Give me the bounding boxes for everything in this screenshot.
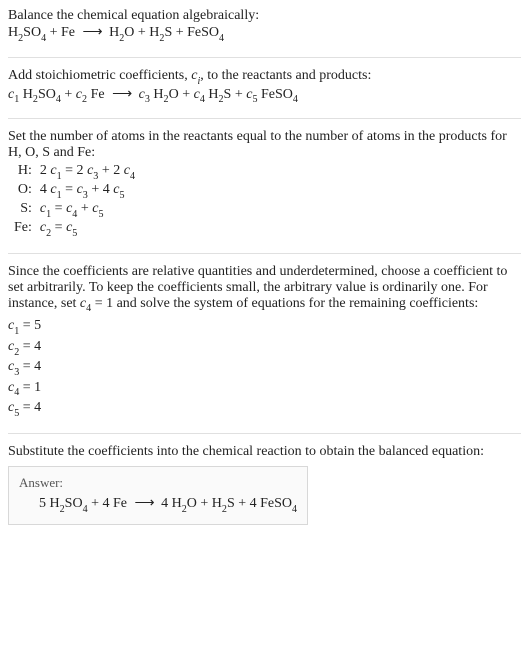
separator xyxy=(8,253,521,254)
separator xyxy=(8,57,521,58)
separator xyxy=(8,433,521,434)
step3-heading: Set the number of atoms in the reactants… xyxy=(8,129,521,161)
answer-label: Answer: xyxy=(19,475,297,491)
atom-balance-table: H:2 c1 = 2 c3 + 2 c4O:4 c1 = c3 + 4 c5S:… xyxy=(10,163,139,238)
answer-equation: 5 H2SO4 + 4 Fe ⟶ 4 H2O + H2S + 4 FeSO4 xyxy=(19,495,297,514)
step4-heading: Since the coefficients are relative quan… xyxy=(8,264,521,314)
coefficient-list: c1 = 5c2 = 4c3 = 4c4 = 1c5 = 4 xyxy=(8,317,521,419)
answer-box: Answer: 5 H2SO4 + 4 Fe ⟶ 4 H2O + H2S + 4… xyxy=(8,466,308,525)
step2-equation: c1 H2SO4 + c2 Fe ⟶ c3 H2O + c4 H2S + c5 … xyxy=(8,86,521,105)
step1-heading: Balance the chemical equation algebraica… xyxy=(8,8,521,24)
step1-equation: H2SO4 + Fe ⟶ H2O + H2S + FeSO4 xyxy=(8,24,521,43)
separator xyxy=(8,118,521,119)
step5-heading: Substitute the coefficients into the che… xyxy=(8,444,521,460)
step5: Substitute the coefficients into the che… xyxy=(8,444,521,529)
step2-heading: Add stoichiometric coefficients, ci, to … xyxy=(8,68,521,86)
step1: Balance the chemical equation algebraica… xyxy=(8,8,521,47)
step4: Since the coefficients are relative quan… xyxy=(8,264,521,424)
step2: Add stoichiometric coefficients, ci, to … xyxy=(8,68,521,109)
step3: Set the number of atoms in the reactants… xyxy=(8,129,521,242)
